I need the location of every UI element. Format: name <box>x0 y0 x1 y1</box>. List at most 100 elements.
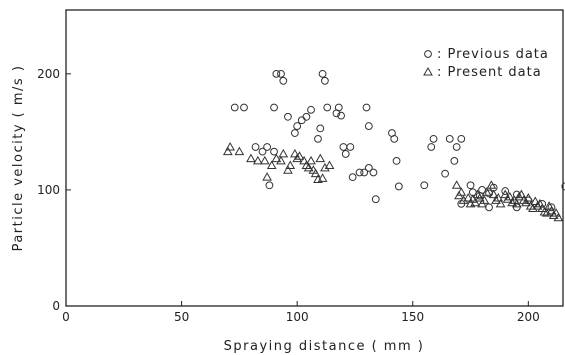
previous-data-point <box>297 116 306 125</box>
present-data-point <box>488 189 499 199</box>
present-data-point <box>463 193 474 202</box>
present-data-point <box>310 168 321 178</box>
present-data-point <box>276 155 286 165</box>
previous-data-point <box>314 134 322 143</box>
legend-marker <box>424 50 432 58</box>
previous-data-point <box>452 143 461 151</box>
previous-data-point <box>360 168 369 177</box>
previous-data-point <box>323 103 332 112</box>
present-data-point <box>504 191 515 201</box>
previous-data-point <box>348 173 357 182</box>
present-data-point <box>495 198 506 208</box>
previous-data-point <box>371 195 380 204</box>
present-data-point <box>544 201 554 210</box>
present-data-point <box>222 146 233 156</box>
previous-data-point <box>346 143 355 151</box>
present-data-point <box>262 172 272 181</box>
legend-marker <box>423 66 433 76</box>
previous-data-point <box>394 182 403 191</box>
present-data-point <box>259 155 270 165</box>
present-data-point <box>514 191 524 201</box>
legend-label: : Previous data <box>437 47 549 62</box>
previous-data-point <box>290 129 299 137</box>
present-data-point <box>530 196 541 206</box>
previous-data-point <box>466 181 475 190</box>
x-tick-label: 200 <box>517 310 540 324</box>
x-axis: 0 50 100 150 200 <box>62 301 540 324</box>
present-data-point <box>451 180 462 189</box>
present-data-point <box>278 148 289 158</box>
present-data-point <box>246 153 256 163</box>
previous-data-point <box>420 181 429 190</box>
present-data-point <box>486 180 497 189</box>
present-data-point <box>493 193 504 202</box>
present-data-point <box>546 205 557 215</box>
previous-data-point <box>337 111 345 120</box>
x-tick-label: 100 <box>286 310 309 324</box>
present-data-point <box>292 153 303 163</box>
present-data-point <box>315 153 326 163</box>
present-data-point <box>470 197 481 207</box>
present-data-point <box>532 201 543 210</box>
previous-data-point <box>457 134 466 143</box>
present-data-point <box>535 198 545 208</box>
present-data-point <box>266 160 277 170</box>
present-data-point <box>539 206 550 216</box>
previous-data-point <box>429 134 438 143</box>
previous-data-point <box>230 103 239 112</box>
present-data-point <box>285 160 296 170</box>
previous-data-point <box>485 189 493 198</box>
previous-data-point <box>307 105 315 114</box>
present-data-point <box>283 165 293 174</box>
present-data-point <box>521 197 531 207</box>
previous-data-point <box>316 124 325 133</box>
previous-data-point <box>251 143 260 151</box>
previous-data-point <box>339 143 348 151</box>
present-data-point <box>294 151 305 160</box>
previous-data-point <box>334 103 343 112</box>
x-tick-label: 150 <box>401 310 424 324</box>
previous-data-point <box>364 122 373 130</box>
present-data-point <box>474 193 485 202</box>
previous-data-point <box>341 150 350 158</box>
previous-data-point <box>445 134 454 143</box>
x-tick-label: 0 <box>62 310 70 324</box>
present-data-point <box>541 208 552 217</box>
previous-data-point <box>284 112 292 121</box>
y-tick-label: 0 <box>52 299 60 313</box>
previous-data-point <box>270 103 278 112</box>
present-data-point <box>234 146 245 156</box>
previous-data-point <box>318 69 327 78</box>
present-data-point <box>507 197 518 207</box>
previous-data-point <box>270 147 278 156</box>
previous-data-point <box>561 182 565 191</box>
previous-data-point <box>362 103 371 112</box>
present-data-point <box>303 162 314 172</box>
previous-data-point <box>450 157 459 165</box>
y-axis-label: Particle velocity ( m/s ) <box>11 65 26 252</box>
previous-data-point <box>501 187 510 195</box>
previous-data-point <box>263 143 272 151</box>
previous-data-point <box>321 76 329 85</box>
previous-data-point <box>392 157 401 165</box>
present-data-point <box>225 141 235 151</box>
present-data-point <box>479 195 490 204</box>
present-data-point <box>553 212 564 222</box>
previous-data-point <box>265 181 274 190</box>
present-data-point <box>306 155 316 165</box>
present-data-point <box>511 198 522 208</box>
present-data-point <box>456 187 467 196</box>
present-data-point <box>516 189 527 199</box>
previous-data-point <box>258 147 267 156</box>
previous-data-point <box>355 168 364 177</box>
present-data-point <box>317 173 328 182</box>
present-data-point <box>528 203 538 212</box>
data-points <box>222 69 565 222</box>
legend: : Previous data: Present data <box>423 47 549 80</box>
present-data-point <box>481 187 492 196</box>
present-data-point <box>551 208 561 217</box>
present-data-point <box>324 160 335 170</box>
previous-data-point <box>364 163 373 172</box>
y-tick-label: 100 <box>37 183 60 197</box>
